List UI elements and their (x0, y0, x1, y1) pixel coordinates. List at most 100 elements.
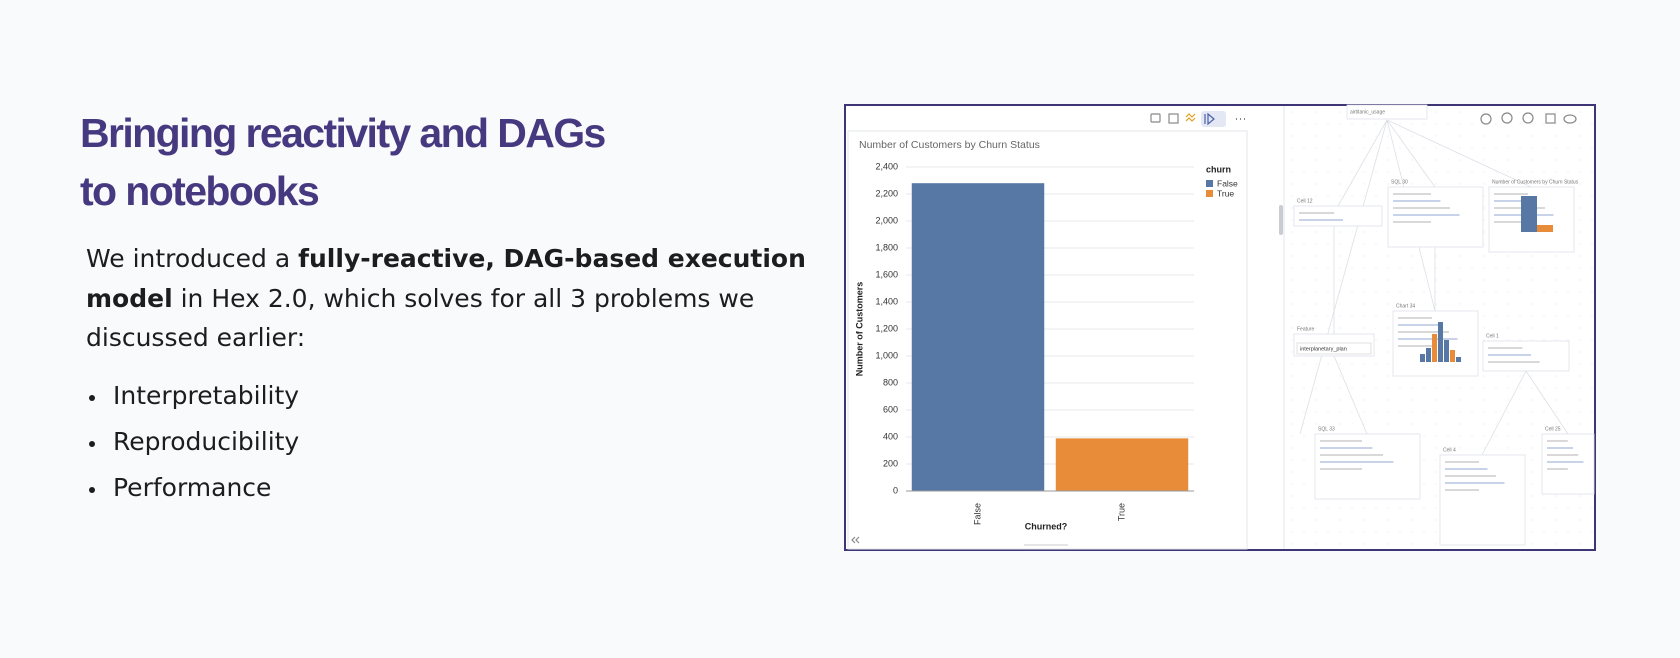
grid-dot (1447, 399, 1449, 401)
grid-dot (1459, 447, 1461, 449)
scrollbar (1279, 205, 1283, 235)
grid-dot (1567, 267, 1569, 269)
grid-dot (1291, 183, 1293, 185)
grid-dot (1495, 159, 1497, 161)
grid-dot (1495, 123, 1497, 125)
code-line (1488, 361, 1540, 363)
grid-dot (1579, 315, 1581, 317)
grid-dot (1327, 123, 1329, 125)
grid-dot (1411, 507, 1413, 509)
grid-dot (1363, 147, 1365, 149)
grid-dot (1519, 411, 1521, 413)
grid-dot (1519, 375, 1521, 377)
grid-dot (1291, 303, 1293, 305)
body-line: discussed earlier: (86, 323, 305, 352)
bullet-text: Interpretability (113, 381, 300, 410)
grid-dot (1351, 147, 1353, 149)
comment-icon[interactable] (1150, 113, 1161, 123)
mini-bar (1438, 322, 1443, 362)
grid-dot (1387, 423, 1389, 425)
grid-dot (1399, 279, 1401, 281)
grid-dot (1447, 123, 1449, 125)
grid-icon[interactable] (1168, 113, 1179, 124)
grid-dot (1543, 255, 1545, 257)
grid-dot (1339, 531, 1341, 533)
grid-dot (1531, 111, 1533, 113)
grid-dot (1567, 507, 1569, 509)
grid-dot (1303, 303, 1305, 305)
grid-dot (1591, 303, 1593, 305)
zoom-in-icon[interactable] (1501, 112, 1513, 124)
heading: Bringing reactivity and DAGs (80, 110, 606, 156)
legend-swatch (1206, 190, 1213, 197)
grid-dot (1543, 399, 1545, 401)
zoom-out-icon[interactable] (1522, 112, 1534, 124)
grid-dot (1375, 399, 1377, 401)
grid-dot (1567, 171, 1569, 173)
fit-icon[interactable] (1545, 113, 1556, 124)
grid-dot (1459, 123, 1461, 125)
grid-dot (1375, 135, 1377, 137)
grid-dot (1411, 267, 1413, 269)
grid-dot (1339, 135, 1341, 137)
grid-dot (1543, 303, 1545, 305)
grid-dot (1555, 531, 1557, 533)
dag-node-label: Chart 34 (1396, 303, 1415, 309)
grid-dot (1543, 135, 1545, 137)
grid-dot (1567, 123, 1569, 125)
grid-dot (1327, 159, 1329, 161)
grid-dot (1375, 231, 1377, 233)
grid-dot (1579, 123, 1581, 125)
collapse-icon[interactable] (851, 536, 860, 544)
mini-bar (1537, 225, 1553, 232)
grid-dot (1579, 543, 1581, 545)
grid-dot (1327, 363, 1329, 365)
grid-dot (1327, 327, 1329, 329)
grid-dot (1483, 183, 1485, 185)
grid-dot (1459, 411, 1461, 413)
grid-dot (1471, 435, 1473, 437)
code-line (1494, 221, 1528, 223)
bullet-item: Performance (86, 473, 271, 502)
y-tick-label: 1,400 (875, 296, 898, 306)
grid-dot (1507, 183, 1509, 185)
grid-dot (1591, 207, 1593, 209)
grid-dot (1327, 279, 1329, 281)
timer-icon[interactable] (1480, 113, 1492, 125)
grid-dot (1375, 147, 1377, 149)
grid-dot (1555, 111, 1557, 113)
grid-dot (1459, 111, 1461, 113)
grid-dot (1315, 231, 1317, 233)
grid-dot (1531, 159, 1533, 161)
grid-dot (1339, 171, 1341, 173)
bold-text: model (86, 283, 173, 313)
dag-node-label: Feature (1297, 326, 1314, 332)
grid-dot (1375, 315, 1377, 317)
grid-dot (1387, 159, 1389, 161)
grid-dot (1435, 183, 1437, 185)
grid-dot (1327, 183, 1329, 185)
view-icon[interactable] (1563, 114, 1577, 124)
grid-dot (1519, 399, 1521, 401)
grid-dot (1339, 399, 1341, 401)
grid-dot (1303, 459, 1305, 461)
grid-dot (1555, 519, 1557, 521)
grid-dot (1363, 135, 1365, 137)
grid-dot (1519, 135, 1521, 137)
grid-dot (1579, 495, 1581, 497)
grid-dot (1315, 135, 1317, 137)
grid-dot (1315, 147, 1317, 149)
grid-dot (1531, 303, 1533, 305)
grid-dot (1387, 135, 1389, 137)
mini-bar (1426, 348, 1431, 362)
grid-dot (1423, 255, 1425, 257)
grid-dot (1591, 279, 1593, 281)
grid-dot (1423, 279, 1425, 281)
grid-dot (1339, 231, 1341, 233)
ai-icon[interactable] (1185, 113, 1196, 122)
grid-dot (1363, 123, 1365, 125)
grid-dot (1435, 423, 1437, 425)
grid-dot (1543, 543, 1545, 545)
grid-dot (1543, 123, 1545, 125)
grid-dot (1495, 411, 1497, 413)
